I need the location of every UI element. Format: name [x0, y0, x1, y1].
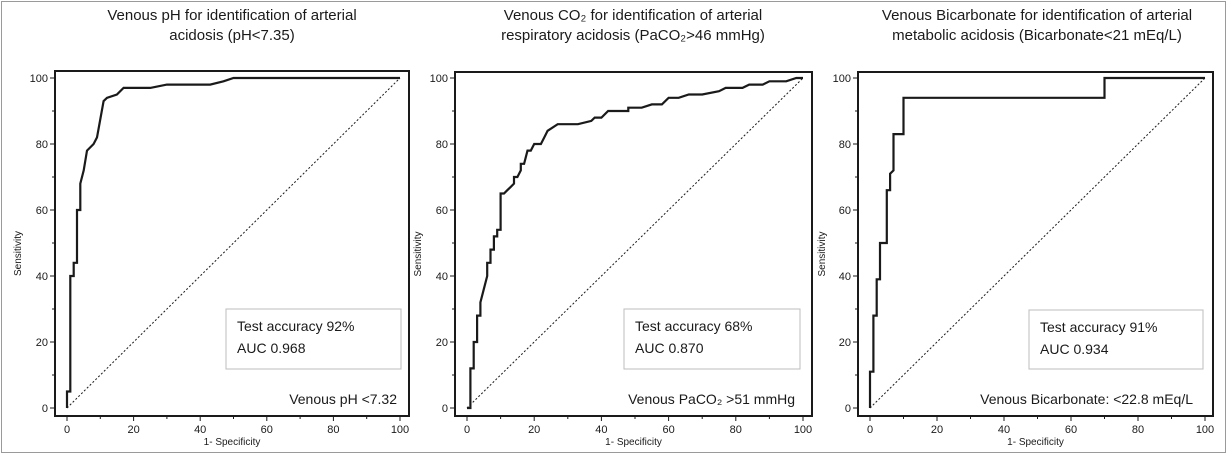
y-tick-label: 100: [30, 73, 48, 85]
y-tick-label: 20: [436, 337, 448, 349]
accuracy-label: Test accuracy 92%: [237, 318, 355, 334]
y-tick-label: 80: [436, 139, 448, 151]
roc-curve: [868, 76, 1205, 408]
x-tick-label: 80: [1132, 424, 1144, 436]
chart-title-line: metabolic acidosis (Bicarbonate<21 mEq/L…: [892, 27, 1182, 44]
x-tick-label: 80: [730, 424, 742, 436]
y-tick-label: 60: [839, 205, 851, 217]
threshold-label: Venous Bicarbonate: <22.8 mEq/L: [980, 391, 1193, 407]
x-tick-label: 80: [327, 424, 339, 436]
y-tick-label: 20: [36, 337, 48, 349]
y-tick-label: 100: [833, 73, 851, 85]
chart-title-line: Venous pH for identification of arterial: [107, 7, 356, 24]
y-tick-label: 20: [839, 337, 851, 349]
chart-panel-1: Venous pH for identification of arterial…: [13, 7, 410, 448]
chart-title-line: Venous CO₂ for identification of arteria…: [504, 7, 762, 24]
x-axis-label: 1- Specificity: [1007, 437, 1064, 448]
accuracy-box: [623, 308, 801, 370]
y-tick-label: 100: [430, 73, 448, 85]
accuracy-box: [225, 308, 402, 370]
y-axis-label: Sensitivity: [13, 231, 24, 276]
x-tick-label: 20: [528, 424, 540, 436]
y-tick-label: 40: [36, 271, 48, 283]
threshold-label: Venous pH <7.32: [289, 391, 397, 407]
x-axis-label: 1- Specificity: [605, 437, 662, 448]
x-axis-label: 1- Specificity: [204, 437, 261, 448]
chart-title-line: Venous Bicarbonate for identification of…: [882, 7, 1192, 24]
x-tick-label: 20: [127, 424, 139, 436]
y-tick-label: 60: [36, 205, 48, 217]
y-tick-label: 0: [845, 403, 851, 415]
x-tick-label: 60: [1065, 424, 1077, 436]
y-tick-label: 40: [436, 271, 448, 283]
x-tick-label: 100: [794, 424, 812, 436]
chart-title-line: acidosis (pH<7.35): [169, 27, 294, 44]
y-tick-label: 60: [436, 205, 448, 217]
x-tick-label: 0: [64, 424, 70, 436]
x-tick-label: 0: [867, 424, 873, 436]
accuracy-label: Test accuracy 91%: [1040, 319, 1158, 335]
auc-label: AUC 0.870: [635, 340, 704, 356]
x-tick-label: 40: [194, 424, 206, 436]
y-tick-label: 40: [839, 271, 851, 283]
roc-curve: [65, 76, 400, 408]
threshold-label: Venous PaCO₂ >51 mmHg: [628, 391, 795, 407]
y-tick-label: 0: [442, 403, 448, 415]
y-tick-label: 80: [839, 139, 851, 151]
x-tick-label: 100: [391, 424, 409, 436]
y-axis-label: Sensitivity: [413, 231, 424, 276]
roc-curve: [467, 76, 803, 410]
accuracy-label: Test accuracy 68%: [635, 318, 753, 334]
chart-panel-3: Venous Bicarbonate for identification of…: [817, 7, 1214, 448]
plot-frame: [454, 71, 813, 417]
reference-line: [466, 77, 804, 409]
x-tick-label: 20: [931, 424, 943, 436]
x-tick-label: 60: [662, 424, 674, 436]
x-tick-label: 0: [464, 424, 470, 436]
x-tick-label: 40: [595, 424, 607, 436]
y-tick-label: 0: [42, 403, 48, 415]
y-axis-label: Sensitivity: [817, 231, 828, 276]
x-tick-label: 60: [261, 424, 273, 436]
y-tick-label: 80: [36, 139, 48, 151]
x-tick-label: 100: [1196, 424, 1214, 436]
auc-label: AUC 0.934: [1040, 341, 1109, 357]
chart-panel-2: Venous CO₂ for identification of arteria…: [413, 7, 813, 448]
chart-title-line: respiratory acidosis (PaCO₂>46 mmHg): [501, 27, 765, 44]
auc-label: AUC 0.968: [237, 340, 306, 356]
accuracy-box: [1028, 309, 1204, 370]
plot-frame: [857, 71, 1214, 417]
x-tick-label: 40: [998, 424, 1010, 436]
